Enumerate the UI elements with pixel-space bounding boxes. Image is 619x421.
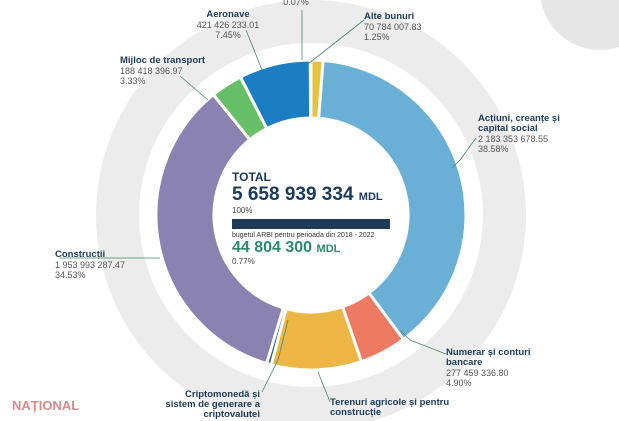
segment-label: Numerar și conturi bancare 277 459 336.80…	[446, 347, 566, 389]
segment-amount: 1 953 993 287.47	[55, 260, 126, 270]
segment-pct: 38.58%	[478, 144, 509, 154]
unit: MDL	[358, 191, 383, 203]
budget-amount: 44 804 300 MDL	[232, 239, 402, 257]
logo: NAȚIONAL	[12, 398, 80, 413]
decor	[540, 0, 619, 50]
segment-pct: 34.53%	[55, 270, 86, 280]
segment-name: Acțiuni, creanțe și capital social	[478, 113, 560, 134]
segment-pct: 1.25%	[364, 32, 390, 42]
total-label: TOTAL	[232, 170, 271, 184]
segment-name: Criptomonedă și sistem de generare a cri…	[165, 389, 260, 420]
segment-label: Terenuri agricole și pentru construcție	[330, 398, 450, 418]
segment-pct: 7.45%	[215, 30, 241, 40]
segment-amount: 2 183 353 678.55	[478, 134, 549, 144]
segment-name: Construcții	[55, 249, 106, 260]
segment	[308, 58, 313, 120]
segment-amount: 277 459 336.80	[446, 368, 509, 378]
segment-name: Terenuri agricole și pentru construcție	[330, 397, 450, 418]
segment-name: Numerar și conturi bancare	[446, 347, 531, 368]
segment-pct: 4.90%	[446, 378, 472, 388]
amount: 44 804 300	[232, 239, 313, 256]
segment-label: Acțiuni, creanțe și capital social 2 183 …	[478, 113, 588, 155]
segment-label: Mijloc de transport 188 418 396.97 3.33%	[120, 55, 235, 87]
hole	[214, 118, 408, 312]
unit: MDL	[316, 243, 341, 255]
segment-name: Mijloc de transport	[120, 55, 205, 66]
segment-pct: 3.33%	[120, 76, 146, 86]
leader-line	[451, 137, 477, 169]
leader-line	[399, 329, 447, 355]
segment-name: Aeronave	[206, 9, 250, 20]
leader-line	[261, 319, 289, 393]
budget-pct: 0.77%	[232, 257, 255, 266]
segment-label: Criptomonedă și sistem de generare a cri…	[160, 390, 260, 420]
segment-label: Construcții 1 953 993 287.47 34.53%	[55, 249, 175, 281]
segment-amount: 70 784 007.83	[364, 22, 422, 32]
leader-line	[317, 371, 331, 403]
segment-amount: 421 426 233.01	[196, 20, 260, 30]
center-info: TOTAL 5 658 939 334 MDL 100% bugetul ARB…	[232, 170, 402, 266]
total-amount: 5 658 939 334 MDL	[232, 184, 402, 206]
note: bugetul ARBI pentru perioada din 2018 - …	[232, 232, 375, 239]
total-pct: 100%	[232, 206, 253, 215]
segment-label: Alte bunuri 70 784 007.83 1.25%	[364, 11, 454, 43]
amount: 5 658 939 334	[232, 184, 354, 205]
leader-line	[179, 75, 209, 101]
segment-pct: 0.07%	[283, 0, 309, 7]
segment-amount: 188 418 396.97	[120, 66, 183, 76]
leader-line	[307, 19, 365, 65]
segment-name: Alte bunuri	[364, 11, 415, 22]
segment-label: 0.07%	[276, 0, 316, 7]
segment-label: Aeronave 421 426 233.01 7.45%	[178, 9, 278, 41]
divider	[232, 219, 390, 229]
leader-line	[245, 29, 263, 71]
